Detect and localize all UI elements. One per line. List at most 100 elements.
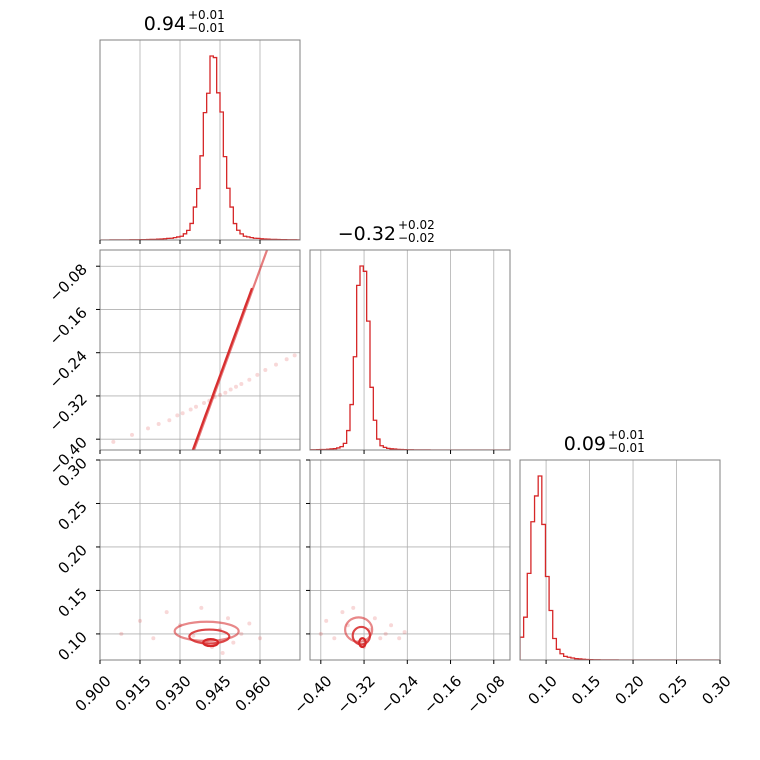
x-tick-label: 0.25 (655, 672, 691, 708)
sample-point (156, 422, 161, 427)
sample-point (239, 382, 244, 387)
panel-content (310, 460, 510, 660)
x-tick-label: 0.960 (232, 672, 275, 715)
axes-frame (309, 459, 511, 661)
sample-point (292, 353, 297, 358)
sample-point (138, 618, 142, 623)
param-title-plus: +0.01 (608, 428, 645, 442)
contour-level-2 (202, 638, 220, 648)
param-title-plus: +0.01 (188, 8, 225, 22)
x-tick-label: −0.16 (420, 672, 465, 717)
x-tick-label: 0.915 (112, 672, 155, 715)
x-tick-label: −0.24 (377, 672, 422, 717)
sample-point (119, 631, 124, 636)
contour-level-1 (191, 287, 254, 450)
y-tick-label: 0.20 (54, 541, 90, 577)
axes-frame (99, 459, 301, 661)
panel-content (520, 460, 720, 660)
x-tick-label: 0.930 (152, 672, 195, 715)
x-tick-label: 0.900 (72, 672, 115, 715)
sample-point (372, 616, 377, 621)
contour-level-0 (173, 620, 240, 642)
contour-level-1 (188, 628, 231, 645)
sample-point (146, 426, 150, 431)
sample-point (180, 411, 185, 416)
sample-point (274, 362, 278, 367)
scatter-panel-1-2: −0.40−0.32−0.24−0.16−0.08 (290, 459, 511, 717)
sample-point (340, 610, 345, 615)
x-tick-label: 0.10 (524, 672, 560, 708)
hist-panel-1 (309, 249, 511, 454)
param-title-plus: +0.02 (398, 218, 435, 232)
sample-point (164, 610, 169, 615)
sample-point (202, 400, 206, 405)
sample-point (397, 636, 402, 641)
y-tick-label: 0.10 (54, 628, 90, 664)
sample-point (111, 439, 116, 444)
sample-point (231, 640, 236, 645)
histogram-1 (310, 265, 510, 450)
sample-point (247, 377, 252, 382)
sample-point (318, 631, 323, 636)
sample-point (255, 372, 260, 377)
contour-level-2 (358, 637, 367, 649)
contour-level-1 (351, 625, 372, 646)
param-title-minus: −0.01 (188, 21, 225, 35)
sample-point (247, 621, 252, 626)
y-tick-label: 0.25 (54, 498, 90, 534)
y-tick-label: 0.15 (54, 585, 90, 621)
panel-content (100, 460, 300, 660)
sample-point (199, 605, 204, 610)
y-tick-label: −0.24 (46, 347, 91, 392)
sample-point (223, 390, 228, 395)
x-tick-label: 0.20 (611, 672, 647, 708)
y-tick-label: −0.32 (46, 390, 91, 435)
sample-point (378, 636, 383, 641)
y-tick-label: −0.08 (46, 260, 91, 305)
sample-point (332, 636, 337, 641)
sample-point (175, 413, 180, 418)
axes-frame (99, 249, 301, 451)
x-tick-label: 0.15 (568, 672, 604, 708)
sample-point (284, 357, 289, 362)
sample-point (351, 605, 356, 610)
sample-point (188, 407, 193, 412)
hist-panel-0 (99, 39, 301, 244)
axes-frame (99, 39, 301, 241)
y-tick-label: −0.16 (46, 304, 91, 349)
panel-content (310, 250, 510, 450)
param-title-median: −0.32 (338, 223, 396, 245)
histogram-0 (100, 55, 300, 240)
param-title-median: 0.94 (144, 13, 186, 35)
scatter-panel-0-1: −0.40−0.32−0.24−0.16−0.08 (46, 249, 301, 479)
param-title-minus: −0.01 (608, 441, 645, 455)
panel-content (100, 40, 300, 240)
sample-point (263, 368, 268, 372)
histogram-2 (520, 475, 720, 660)
sample-point (389, 623, 394, 628)
sample-point (130, 432, 134, 437)
sample-point (402, 630, 407, 635)
x-tick-label: 0.30 (698, 672, 734, 708)
x-tick-label: −0.40 (290, 672, 335, 717)
sample-point (228, 387, 233, 392)
sample-point (218, 392, 222, 397)
hist-panel-2: 0.10 0.15 0.20 0.25 0.30 (519, 459, 735, 708)
x-tick-label: 0.945 (192, 672, 235, 715)
sample-point (383, 631, 388, 636)
x-tick-label: −0.32 (334, 672, 379, 717)
sample-point (324, 618, 329, 623)
sample-point (258, 636, 262, 641)
axes-frame (519, 459, 721, 661)
param-title-median: 0.09 (564, 433, 606, 455)
panel-content (100, 250, 300, 450)
sample-point (167, 418, 172, 423)
x-tick-label: −0.08 (463, 672, 508, 717)
sample-point (191, 633, 196, 638)
sample-point (194, 404, 198, 409)
param-title-minus: −0.02 (398, 231, 435, 245)
sample-point (239, 631, 244, 636)
sample-point (151, 636, 156, 641)
